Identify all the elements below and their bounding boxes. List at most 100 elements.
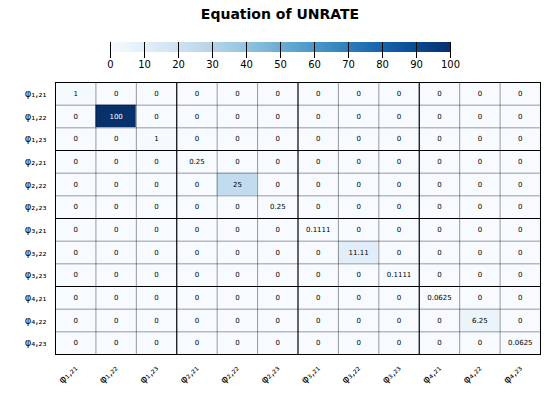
- svg-text:0: 0: [276, 339, 280, 347]
- svg-text:0: 0: [518, 294, 522, 302]
- svg-text:φ₂,₂₃: φ₂,₂₃: [25, 201, 47, 212]
- svg-text:0: 0: [276, 226, 280, 234]
- svg-text:φ₂,₂₁: φ₂,₂₁: [177, 362, 200, 385]
- svg-text:0: 0: [276, 271, 280, 279]
- svg-text:φ₃,₂₃: φ₃,₂₃: [380, 362, 403, 385]
- svg-text:0: 0: [235, 226, 239, 234]
- svg-text:0: 0: [235, 339, 239, 347]
- svg-text:0: 0: [316, 249, 320, 257]
- svg-text:0: 0: [73, 339, 77, 347]
- svg-text:0: 0: [154, 249, 158, 257]
- svg-text:φ₁,₂₃: φ₁,₂₃: [25, 133, 47, 144]
- svg-text:0: 0: [276, 294, 280, 302]
- svg-text:0: 0: [154, 294, 158, 302]
- svg-text:0: 0: [356, 317, 360, 325]
- svg-text:0: 0: [195, 339, 199, 347]
- svg-text:0: 0: [73, 158, 77, 166]
- svg-text:φ₄,₂₃: φ₄,₂₃: [501, 362, 524, 385]
- svg-text:0: 0: [437, 226, 441, 234]
- svg-text:0: 0: [235, 135, 239, 143]
- svg-text:0: 0: [397, 181, 401, 189]
- svg-text:φ₁,₂₁: φ₁,₂₁: [25, 88, 47, 99]
- svg-text:φ₂,₂₂: φ₂,₂₂: [218, 362, 241, 385]
- svg-text:0: 0: [397, 158, 401, 166]
- svg-text:0: 0: [518, 113, 522, 121]
- svg-text:φ₃,₂₁: φ₃,₂₁: [299, 362, 322, 385]
- svg-text:0.1111: 0.1111: [306, 226, 331, 234]
- svg-text:0: 0: [235, 271, 239, 279]
- svg-text:0: 0: [478, 271, 482, 279]
- svg-text:0: 0: [356, 181, 360, 189]
- svg-text:0: 0: [114, 294, 118, 302]
- svg-text:0: 0: [195, 317, 199, 325]
- svg-text:0: 0: [154, 203, 158, 211]
- svg-text:φ₃,₂₂: φ₃,₂₂: [339, 362, 362, 385]
- svg-text:90: 90: [410, 59, 423, 70]
- svg-text:0: 0: [195, 271, 199, 279]
- svg-text:0: 0: [356, 203, 360, 211]
- svg-text:φ₄,₂₁: φ₄,₂₁: [420, 362, 443, 385]
- svg-text:0: 0: [73, 226, 77, 234]
- svg-text:0: 0: [316, 339, 320, 347]
- svg-text:0: 0: [195, 226, 199, 234]
- svg-text:0: 0: [235, 90, 239, 98]
- svg-text:0: 0: [73, 113, 77, 121]
- svg-text:0: 0: [518, 271, 522, 279]
- svg-text:0: 0: [518, 135, 522, 143]
- svg-text:0: 0: [478, 113, 482, 121]
- svg-text:0: 0: [114, 158, 118, 166]
- svg-text:0: 0: [316, 135, 320, 143]
- svg-text:φ₁,₂₁: φ₁,₂₁: [56, 362, 79, 385]
- svg-text:70: 70: [342, 59, 355, 70]
- svg-text:0: 0: [397, 135, 401, 143]
- svg-text:0: 0: [154, 158, 158, 166]
- svg-text:0: 0: [276, 113, 280, 121]
- svg-text:0: 0: [397, 249, 401, 257]
- svg-text:0: 0: [316, 271, 320, 279]
- svg-text:0: 0: [437, 317, 441, 325]
- svg-text:0: 0: [114, 249, 118, 257]
- svg-text:0: 0: [478, 158, 482, 166]
- svg-text:0: 0: [154, 113, 158, 121]
- svg-text:0: 0: [276, 135, 280, 143]
- svg-text:0: 0: [73, 294, 77, 302]
- svg-text:0: 0: [478, 90, 482, 98]
- svg-text:φ₃,₂₁: φ₃,₂₁: [25, 224, 47, 235]
- svg-text:0: 0: [114, 317, 118, 325]
- svg-text:0: 0: [518, 317, 522, 325]
- svg-text:0: 0: [437, 271, 441, 279]
- svg-text:6.25: 6.25: [472, 317, 488, 325]
- svg-text:1: 1: [73, 90, 77, 98]
- svg-text:0: 0: [356, 135, 360, 143]
- svg-text:0: 0: [478, 181, 482, 189]
- svg-text:0: 0: [356, 294, 360, 302]
- svg-text:0: 0: [316, 113, 320, 121]
- svg-text:0: 0: [195, 181, 199, 189]
- svg-text:0: 0: [316, 294, 320, 302]
- svg-text:0: 0: [478, 135, 482, 143]
- svg-text:φ₄,₂₁: φ₄,₂₁: [25, 292, 47, 303]
- svg-text:0.0625: 0.0625: [508, 339, 533, 347]
- svg-text:0: 0: [437, 339, 441, 347]
- svg-text:0: 0: [114, 181, 118, 189]
- svg-text:φ₄,₂₃: φ₄,₂₃: [25, 337, 47, 348]
- svg-text:φ₁,₂₂: φ₁,₂₂: [97, 362, 120, 385]
- svg-text:0: 0: [276, 317, 280, 325]
- svg-text:0: 0: [73, 203, 77, 211]
- svg-text:0: 0: [356, 226, 360, 234]
- svg-text:50: 50: [274, 59, 287, 70]
- svg-text:0: 0: [73, 271, 77, 279]
- svg-text:0: 0: [397, 203, 401, 211]
- svg-text:0: 0: [195, 249, 199, 257]
- svg-text:φ₁,₂₃: φ₁,₂₃: [137, 362, 160, 385]
- svg-text:0: 0: [154, 271, 158, 279]
- svg-text:0: 0: [276, 158, 280, 166]
- svg-text:0: 0: [154, 181, 158, 189]
- svg-text:0: 0: [437, 135, 441, 143]
- svg-text:0: 0: [235, 158, 239, 166]
- svg-text:0: 0: [195, 203, 199, 211]
- svg-text:φ₄,₂₂: φ₄,₂₂: [460, 362, 483, 385]
- svg-text:0: 0: [195, 135, 199, 143]
- svg-text:0: 0: [235, 113, 239, 121]
- svg-text:0: 0: [518, 181, 522, 189]
